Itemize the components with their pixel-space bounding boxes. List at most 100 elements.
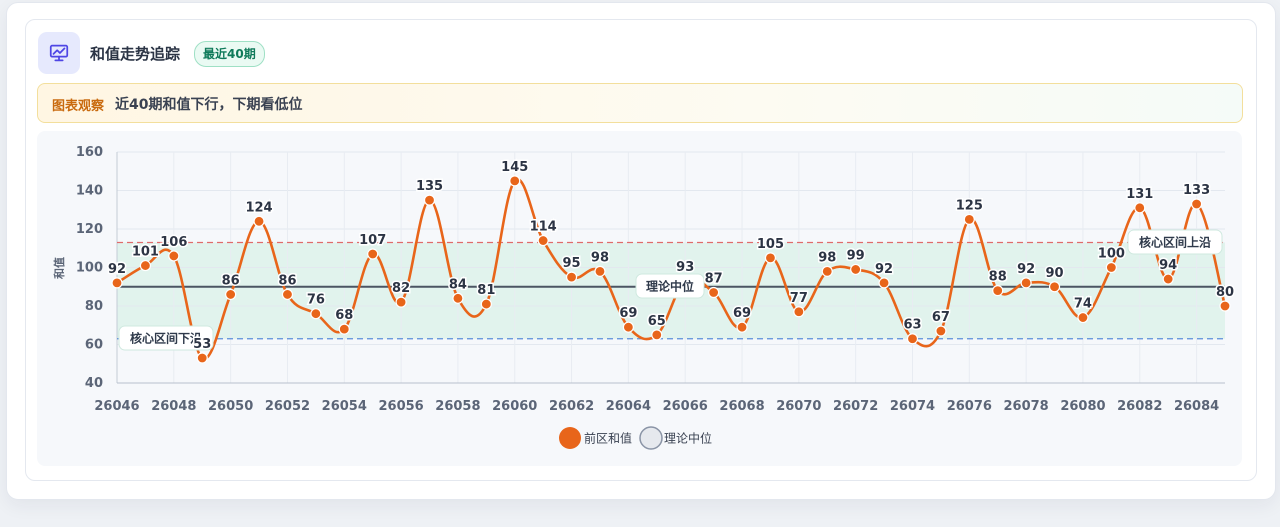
data-label: 68: [335, 308, 353, 323]
data-label: 98: [591, 250, 609, 265]
y-tick-label: 140: [76, 184, 103, 199]
y-tick-label: 120: [76, 222, 103, 237]
data-label: 76: [307, 293, 325, 308]
data-point: [622, 321, 634, 333]
data-label: 63: [903, 318, 921, 333]
insight-text: 近40期和值下行，下期看低位: [115, 97, 303, 113]
data-label: 145: [501, 160, 528, 175]
data-point: [1162, 273, 1174, 285]
data-label: 86: [278, 273, 296, 288]
x-tick-label: 26070: [776, 399, 821, 414]
data-label: 53: [193, 337, 211, 352]
chart-presentation-icon: [38, 32, 80, 74]
x-tick-label: 26072: [833, 399, 878, 414]
data-point: [423, 194, 436, 206]
data-point: [1077, 311, 1089, 324]
data-point: [225, 288, 237, 301]
data-point: [338, 323, 350, 335]
legend-label-理论中位: 理论中位: [664, 431, 712, 446]
data-point: [111, 277, 123, 289]
insight-tag: 图表观察: [52, 99, 105, 114]
data-label: 92: [1017, 262, 1035, 277]
lower-bound-label-box: [118, 325, 214, 351]
y-axis-title: 和值: [52, 257, 66, 279]
data-label: 125: [956, 198, 983, 213]
data-label: 88: [989, 270, 1007, 285]
x-tick-label: 26084: [1174, 399, 1219, 414]
data-point: [736, 321, 748, 333]
data-point: [708, 286, 720, 299]
data-point: [565, 271, 578, 283]
data-label: 94: [1159, 258, 1177, 273]
data-point: [452, 292, 464, 304]
data-label: 87: [705, 272, 723, 287]
data-point: [935, 325, 947, 337]
data-label: 95: [563, 256, 581, 271]
x-tick-label: 26078: [1004, 399, 1049, 414]
data-label: 90: [1045, 266, 1063, 281]
data-point: [906, 333, 919, 345]
data-point: [878, 277, 890, 289]
data-label: 84: [449, 277, 467, 292]
data-label: 74: [1074, 297, 1092, 312]
data-point: [821, 265, 833, 277]
data-point: [793, 306, 805, 318]
data-label: 67: [932, 310, 950, 325]
data-point: [594, 265, 606, 277]
data-label: 107: [359, 233, 386, 248]
data-label: 93: [676, 260, 694, 275]
data-point: [1190, 198, 1203, 210]
lower-bound-label: 核心区间下沿: [130, 331, 202, 346]
x-tick-label: 26048: [151, 399, 196, 414]
data-label: 100: [1098, 247, 1125, 262]
data-label: 135: [416, 179, 443, 194]
data-point: [253, 215, 265, 227]
x-tick-label: 26062: [549, 399, 594, 414]
legend-marker-理论中位: [639, 426, 663, 450]
data-point: [1048, 281, 1061, 293]
x-tick-label: 26066: [663, 399, 708, 414]
data-point: [537, 234, 549, 247]
x-tick-label: 26080: [1060, 399, 1105, 414]
data-label: 69: [619, 306, 637, 321]
x-tick-label: 26052: [265, 399, 310, 414]
card-title: 和值走势追踪: [90, 45, 181, 63]
y-tick-label: 80: [85, 299, 103, 314]
data-label: 114: [530, 220, 557, 235]
x-tick-label: 26074: [890, 399, 935, 414]
data-point: [310, 308, 322, 320]
data-label: 131: [1126, 187, 1153, 202]
x-tick-label: 26064: [606, 399, 651, 414]
data-point: [992, 285, 1004, 297]
data-label: 77: [790, 291, 808, 306]
data-point: [139, 259, 152, 272]
x-tick-label: 26076: [947, 399, 992, 414]
data-label: 82: [392, 281, 410, 296]
data-label: 106: [160, 235, 187, 250]
data-label: 81: [477, 283, 495, 298]
y-tick-label: 40: [85, 376, 103, 391]
data-label: 98: [818, 250, 836, 265]
y-tick-label: 160: [76, 145, 103, 160]
x-tick-label: 26082: [1117, 399, 1162, 414]
data-point: [764, 252, 777, 264]
x-tick-label: 26046: [94, 399, 139, 414]
data-point: [1105, 261, 1117, 274]
data-label: 133: [1183, 183, 1210, 198]
data-point: [367, 248, 379, 260]
x-tick-label: 26058: [435, 399, 480, 414]
data-label: 80: [1216, 285, 1234, 300]
data-point: [1134, 202, 1146, 214]
data-label: 92: [875, 262, 893, 277]
data-label: 92: [108, 262, 126, 277]
data-point: [196, 352, 208, 364]
data-label: 99: [847, 248, 865, 263]
x-tick-label: 26068: [719, 399, 764, 414]
data-point: [281, 288, 294, 301]
data-point: [395, 296, 407, 308]
upper-bound-label: 核心区间上沿: [1139, 235, 1211, 250]
y-tick-label: 60: [85, 338, 103, 353]
x-tick-label: 26056: [378, 399, 423, 414]
insight-banner: 图表观察 近40期和值下行，下期看低位: [37, 83, 1243, 123]
